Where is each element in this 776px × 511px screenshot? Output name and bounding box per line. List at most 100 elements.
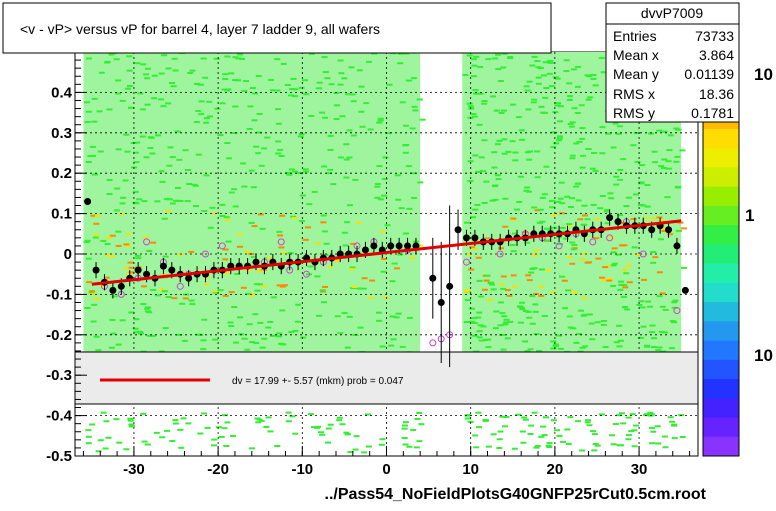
density-cell [259,346,266,349]
density-cell [90,155,97,158]
density-cell [133,161,140,164]
density-cell [650,217,657,220]
density-cell [518,129,525,132]
density-cell [339,423,346,426]
density-cell [500,109,507,112]
density-cell [529,64,536,67]
density-cell [499,312,506,315]
density-cell [575,65,582,68]
density-cell [176,333,183,336]
density-cell [521,416,528,419]
density-cell [545,269,552,272]
density-cell [477,324,484,327]
density-cell [499,334,506,337]
profile-point [361,246,369,254]
density-cell [210,212,217,215]
density-cell [543,165,550,168]
density-cell [470,113,477,116]
density-cell [278,246,285,249]
density-cell [475,426,482,429]
density-cell [675,229,682,232]
density-cell [315,87,322,90]
density-cell [594,321,601,324]
density-cell [145,306,152,309]
density-cell [358,85,365,88]
density-cell [257,213,264,216]
density-cell [412,109,419,112]
density-cell [498,283,505,286]
stats-value-rms-y: 0.1781 [691,105,734,121]
profile-point [185,274,193,282]
profile-point [404,242,412,250]
density-cell [586,261,593,264]
density-cell [667,134,674,137]
density-cell [161,54,168,57]
density-cell [465,414,472,417]
density-cell [416,411,423,414]
density-cell [503,318,510,321]
density-cell [480,170,487,173]
density-cell [168,82,175,85]
profile-point [387,242,395,250]
density-cell [527,348,534,351]
density-cell [402,144,409,147]
density-cell [381,194,388,197]
density-cell [256,112,263,115]
density-cell [398,207,405,210]
density-cell [279,309,286,312]
density-cell [468,268,475,271]
profile-point [437,298,445,306]
density-cell [481,102,488,105]
density-cell [265,416,272,419]
density-cell [509,244,516,247]
density-cell [550,419,557,422]
density-cell [576,140,583,143]
density-cell [470,58,477,61]
density-cell [531,98,538,101]
density-cell [617,214,624,217]
palette-swatch [703,398,739,419]
palette-swatch [703,436,739,457]
density-cell [127,417,134,420]
density-cell [604,208,611,211]
stats-box [605,2,740,123]
density-cell [419,118,426,121]
palette-swatch [703,379,739,399]
density-cell [634,161,641,164]
density-cell [579,137,586,140]
density-cell [416,98,423,101]
density-cell [98,71,105,74]
density-cell [353,435,360,438]
density-cell [540,74,547,77]
density-cell [139,108,146,111]
density-cell [133,318,140,321]
density-cell [169,202,176,205]
density-cell [350,134,357,137]
density-cell [115,92,122,95]
density-cell [608,236,615,239]
density-cell [511,447,518,450]
density-cell [235,57,242,60]
density-cell [161,217,168,220]
density-cell [522,340,529,343]
density-cell [613,341,620,344]
density-cell [233,341,240,344]
density-cell [144,443,151,446]
density-cell [201,412,208,415]
density-cell [241,337,248,340]
density-cell [475,316,482,319]
density-cell [352,178,359,181]
density-cell [137,92,144,95]
density-cell [528,424,535,427]
density-cell [522,310,529,313]
density-cell [277,148,284,151]
density-cell [572,292,579,295]
density-cell [360,287,367,290]
density-cell [662,331,669,334]
density-cell [278,155,285,158]
density-cell [126,55,133,58]
density-cell [548,200,555,203]
density-cell [573,142,580,145]
density-cell [481,288,488,291]
